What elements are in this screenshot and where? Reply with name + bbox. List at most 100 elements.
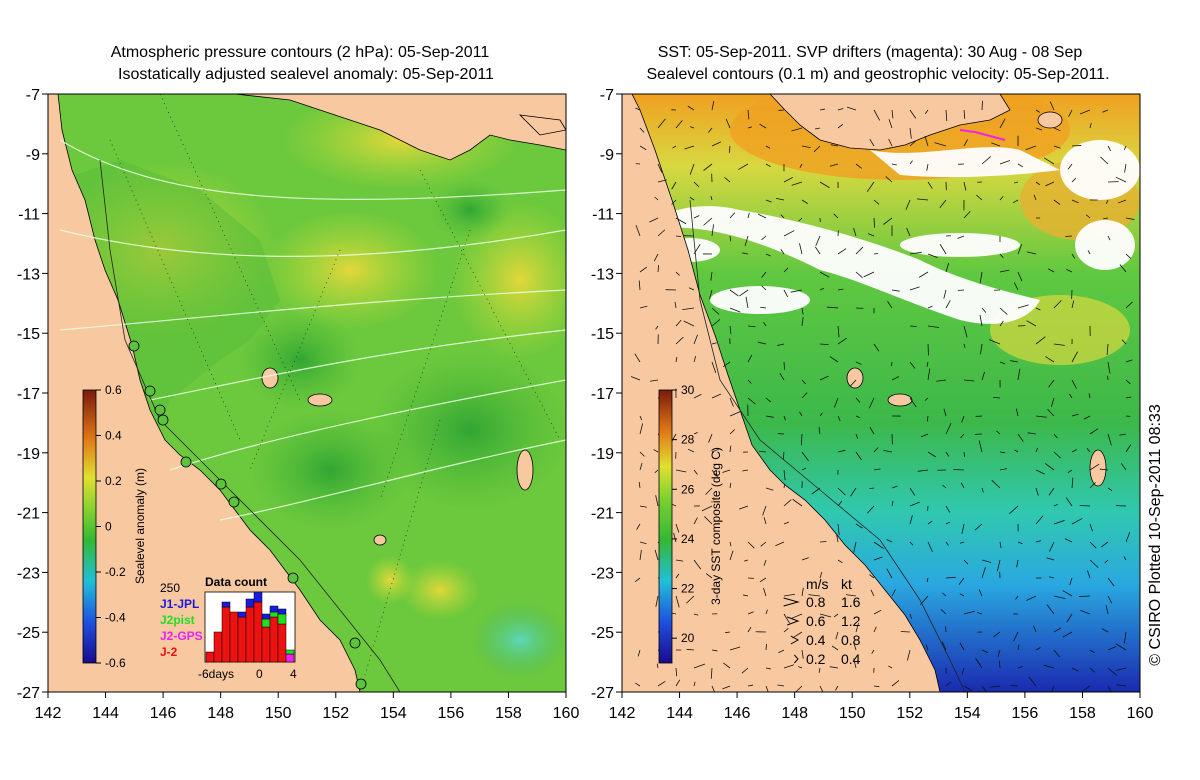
velocity-vector: [739, 289, 749, 297]
velocity-vector: [637, 649, 641, 657]
velocity-vector: [725, 118, 731, 129]
velocity-vector: [1099, 468, 1109, 471]
velocity-vector: [1069, 577, 1073, 586]
velocity-vector: [981, 156, 992, 165]
velocity-vector: [649, 379, 659, 382]
data-count-bar: [229, 611, 239, 663]
sst-colorbar-tick-label: 24: [681, 532, 695, 546]
left-y-tick-label: -13: [17, 266, 40, 283]
sst-colorbar-tick-label: 20: [681, 631, 695, 645]
velocity-vector: [1017, 368, 1021, 381]
velocity-vector: [891, 485, 898, 489]
sst-colorbar-tick-label: 26: [681, 482, 695, 496]
velocity-vector: [747, 126, 753, 129]
velocity-vector: [855, 271, 863, 279]
velocity-vector: [909, 487, 916, 496]
velocity-vector: [683, 320, 695, 327]
velocity-vector: [790, 613, 803, 619]
velocity-vector: [747, 611, 754, 615]
velocity-vector: [996, 430, 1001, 435]
velocity-vector: [963, 451, 966, 458]
velocity-vector: [885, 176, 893, 183]
velocity-vector: [1053, 520, 1065, 525]
velocity-vector: [819, 613, 832, 618]
velocity-vector: [649, 217, 659, 223]
velocity-vector: [855, 361, 862, 365]
velocity-vector: [1123, 631, 1127, 644]
velocity-vector: [866, 181, 875, 192]
velocity-vector: [639, 451, 645, 457]
velocity-vector: [819, 108, 825, 111]
velocity-vector: [708, 433, 713, 443]
velocity-legend-kt: 0.8: [841, 632, 861, 648]
velocity-vector: [639, 423, 644, 435]
right-y-tick-label: -11: [592, 207, 614, 224]
velocity-vector: [761, 285, 767, 291]
velocity-vector: [693, 613, 699, 616]
velocity-vector: [1035, 540, 1042, 543]
velocity-vector: [981, 685, 988, 692]
velocity-vector: [1088, 393, 1091, 399]
velocity-vector: [675, 271, 680, 276]
velocity-vector: [981, 567, 986, 579]
velocity-vector: [635, 107, 641, 111]
velocity-vector: [801, 587, 804, 597]
velocity-vector: [725, 631, 731, 634]
velocity-vector: [775, 197, 785, 201]
velocity-vector: [1071, 518, 1083, 525]
velocity-vector: [943, 289, 947, 299]
right-y-tick-label: -19: [591, 446, 614, 463]
velocity-vector: [1067, 469, 1073, 474]
velocity-vector: [783, 415, 786, 421]
velocity-vector: [675, 523, 680, 533]
velocity-vector: [657, 680, 666, 687]
velocity-vector: [765, 397, 772, 403]
velocity-vector: [1071, 413, 1079, 417]
velocity-vector: [927, 253, 938, 259]
velocity-vector: [689, 196, 695, 201]
velocity-vector: [1062, 631, 1073, 638]
velocity-legend-kt: 1.6: [841, 594, 861, 610]
velocity-vector: [942, 484, 947, 489]
velocity-vector: [744, 235, 749, 247]
velocity-vector: [1045, 181, 1055, 187]
velocity-vector: [761, 235, 767, 241]
velocity-vector: [1053, 127, 1061, 132]
velocity-vector: [1062, 590, 1073, 597]
velocity-vector: [1047, 268, 1055, 273]
velocity-vector: [999, 320, 1004, 327]
velocity-vector: [1107, 145, 1112, 152]
velocity-vector: [729, 541, 732, 547]
velocity-vector: [1107, 577, 1115, 587]
velocity-vector: [705, 487, 713, 495]
velocity-vector: [783, 230, 795, 237]
velocity-vector: [729, 411, 741, 417]
velocity-vector: [1009, 360, 1019, 363]
velocity-vector: [682, 307, 695, 311]
velocity-vector: [835, 685, 839, 691]
velocity-vector: [979, 271, 983, 284]
velocity-vector: [1035, 647, 1041, 651]
velocity-vector: [1125, 531, 1131, 543]
velocity-vector: [636, 523, 641, 530]
left-y-tick-label: -21: [17, 506, 40, 523]
velocity-vector: [1107, 361, 1111, 374]
velocity-vector: [728, 145, 731, 153]
velocity-vector: [684, 145, 695, 150]
velocity-vector: [945, 262, 950, 273]
velocity-vector: [1089, 559, 1099, 568]
velocity-vector: [871, 649, 875, 654]
velocity-vector: [1051, 685, 1055, 692]
velocity-vector: [693, 393, 702, 399]
velocity-vector: [1046, 557, 1055, 561]
velocity-vector: [890, 361, 893, 367]
velocity-vector: [1079, 109, 1091, 115]
left-x-tick-label: 144: [92, 705, 119, 722]
left-y-tick-label: -7: [26, 87, 40, 104]
velocity-vector: [1089, 667, 1095, 673]
svp-drifter-track: [959, 129, 1006, 141]
velocity-vector: [693, 663, 706, 669]
velocity-vector: [729, 445, 732, 453]
velocity-vector: [705, 573, 713, 579]
data-count-legend-item: J2-GPS: [160, 629, 203, 643]
